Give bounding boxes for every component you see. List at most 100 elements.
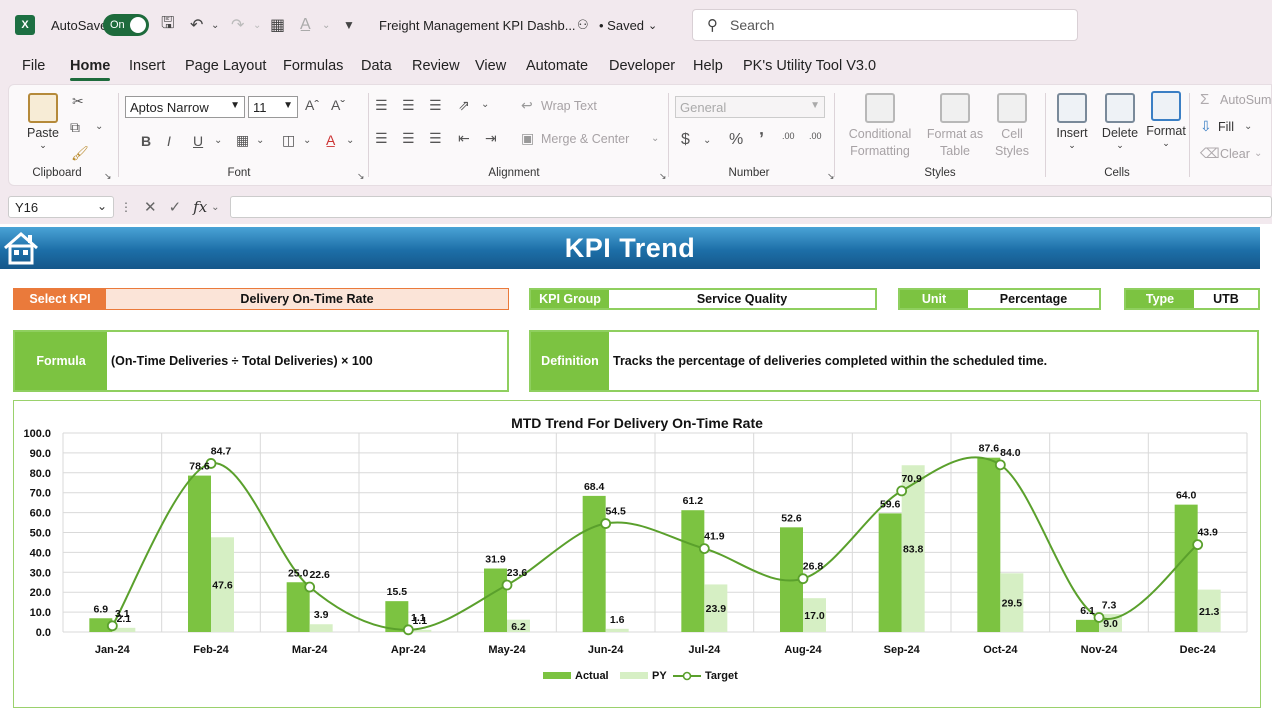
- borders-dropdown-icon[interactable]: ⌄: [256, 135, 265, 146]
- insert-cells-button[interactable]: Insert ⌄: [1050, 93, 1094, 151]
- cut-icon[interactable]: ✂: [72, 93, 84, 109]
- clear-button[interactable]: Clear: [1220, 147, 1250, 161]
- document-title[interactable]: Freight Management KPI Dashb...: [379, 17, 576, 33]
- align-left-icon[interactable]: ☰: [375, 130, 388, 146]
- orientation-icon[interactable]: ⇗: [458, 97, 470, 113]
- decrease-decimal-button[interactable]: .00: [809, 131, 822, 141]
- separator: [1189, 93, 1190, 177]
- copy-dropdown-icon[interactable]: ⌄: [95, 121, 104, 132]
- align-middle-icon[interactable]: ☰: [402, 97, 415, 113]
- autosum-icon[interactable]: Σ: [1200, 91, 1210, 108]
- insert-function-button[interactable]: fx: [193, 198, 208, 216]
- align-center-icon[interactable]: ☰: [402, 130, 415, 146]
- fill-dropdown-icon[interactable]: ⌄: [1244, 121, 1253, 132]
- merge-center-button[interactable]: Merge & Center: [541, 132, 630, 146]
- tab-file[interactable]: File: [22, 58, 46, 74]
- fill-color-dropdown-icon[interactable]: ⌄: [303, 135, 312, 146]
- fill-icon[interactable]: ⇩: [1200, 118, 1212, 134]
- underline-button[interactable]: U: [193, 133, 204, 149]
- autosave-toggle[interactable]: On: [103, 14, 149, 36]
- saved-dropdown-icon[interactable]: ⌄: [648, 19, 658, 32]
- font-color-dropdown-icon[interactable]: ⌄: [322, 19, 331, 31]
- comma-button[interactable]: ʼ: [759, 129, 765, 149]
- fill-color-icon[interactable]: ◫: [282, 132, 296, 148]
- paste-button[interactable]: Paste ⌄: [23, 93, 63, 151]
- font-size-select[interactable]: 11 ▼: [248, 96, 298, 118]
- clear-dropdown-icon[interactable]: ⌄: [1254, 148, 1263, 159]
- conditional-formatting-button[interactable]: Conditional Formatting: [843, 93, 917, 160]
- borders-icon[interactable]: ▦: [236, 132, 250, 148]
- increase-indent-icon[interactable]: ⇥: [485, 130, 497, 146]
- undo-dropdown-icon[interactable]: ⌄: [211, 19, 220, 31]
- bold-button[interactable]: B: [141, 133, 152, 149]
- currency-button[interactable]: $: [681, 131, 690, 148]
- align-bottom-icon[interactable]: ☰: [429, 97, 442, 113]
- save-icon[interactable]: 🖫: [161, 14, 175, 32]
- format-painter-icon[interactable]: 🖌: [71, 145, 89, 161]
- redo-icon[interactable]: ↷: [231, 17, 245, 34]
- font-launcher-icon[interactable]: ↘: [357, 171, 365, 181]
- trend-chart[interactable]: MTD Trend For Delivery On-Time Rate 0.0 1…: [13, 400, 1261, 708]
- italic-button[interactable]: I: [167, 133, 171, 149]
- delete-cells-button[interactable]: Delete ⌄: [1098, 93, 1142, 151]
- tab-insert[interactable]: Insert: [129, 58, 166, 74]
- number-launcher-icon[interactable]: ↘: [827, 171, 835, 181]
- chevron-down-icon[interactable]: ⌄: [211, 201, 220, 213]
- font-color-icon[interactable]: A̲: [300, 16, 311, 33]
- formula-input[interactable]: [230, 196, 1272, 218]
- orientation-dropdown-icon[interactable]: ⌄: [481, 99, 490, 110]
- alignment-launcher-icon[interactable]: ↘: [659, 171, 667, 181]
- cancel-icon[interactable]: ✕: [144, 199, 157, 216]
- autosum-button[interactable]: AutoSum: [1220, 93, 1272, 107]
- tab-data[interactable]: Data: [361, 58, 392, 74]
- name-box[interactable]: Y16 ⌄: [8, 196, 114, 218]
- borders-icon[interactable]: ▦: [270, 17, 286, 34]
- definition-label: Definition: [531, 332, 609, 390]
- tab-pk-utility[interactable]: PK's Utility Tool V3.0: [743, 58, 877, 74]
- number-format-select[interactable]: General ▼: [675, 96, 825, 118]
- tab-automate[interactable]: Automate: [526, 58, 589, 74]
- tab-page-layout[interactable]: Page Layout: [185, 58, 267, 74]
- merge-icon[interactable]: ▣: [521, 130, 535, 146]
- align-right-icon[interactable]: ☰: [429, 130, 442, 146]
- tab-formulas[interactable]: Formulas: [283, 58, 344, 74]
- clipboard-launcher-icon[interactable]: ↘: [104, 171, 112, 181]
- increase-decimal-button[interactable]: .00: [782, 131, 795, 141]
- home-icon[interactable]: [3, 230, 39, 266]
- tab-home[interactable]: Home: [70, 58, 111, 81]
- tab-review[interactable]: Review: [412, 58, 460, 74]
- fill-button[interactable]: Fill: [1218, 120, 1234, 134]
- font-color-dropdown-icon[interactable]: ⌄: [346, 135, 355, 146]
- wrap-text-button[interactable]: Wrap Text: [541, 99, 597, 113]
- tab-developer[interactable]: Developer: [609, 58, 676, 74]
- merge-dropdown-icon[interactable]: ⌄: [651, 133, 660, 144]
- undo-icon[interactable]: ↶: [190, 17, 204, 34]
- enter-icon[interactable]: ✓: [168, 199, 182, 216]
- cell-styles-button[interactable]: Cell Styles: [987, 93, 1037, 160]
- align-top-icon[interactable]: ☰: [375, 97, 388, 113]
- customize-toolbar-icon[interactable]: ▼: [343, 18, 355, 32]
- format-as-table-button[interactable]: Format as Table: [925, 93, 985, 160]
- decrease-font-icon[interactable]: Aˇ: [331, 97, 345, 113]
- decrease-indent-icon[interactable]: ⇤: [458, 130, 470, 146]
- redo-dropdown-icon[interactable]: ⌄: [253, 19, 262, 31]
- underline-dropdown-icon[interactable]: ⌄: [214, 135, 223, 146]
- more-icon[interactable]: ⋮: [120, 200, 132, 214]
- share-icon[interactable]: ⚇: [577, 17, 589, 32]
- select-kpi-dropdown[interactable]: Delivery On-Time Rate: [106, 289, 508, 309]
- copy-icon[interactable]: ⧉: [70, 119, 80, 135]
- format-cells-label: Format: [1146, 124, 1186, 138]
- target-point: [501, 579, 513, 591]
- tab-view[interactable]: View: [475, 58, 507, 74]
- tab-help[interactable]: Help: [693, 58, 723, 74]
- increase-font-icon[interactable]: Aˆ: [305, 97, 319, 113]
- search-input[interactable]: ⚲ Search: [692, 9, 1078, 41]
- font-color-icon[interactable]: A̲: [326, 132, 336, 148]
- format-cells-button[interactable]: Format ⌄: [1144, 91, 1188, 149]
- saved-status[interactable]: • Saved: [599, 17, 645, 33]
- currency-dropdown-icon[interactable]: ⌄: [703, 135, 712, 146]
- wrap-text-icon[interactable]: ↩: [521, 97, 533, 113]
- percent-button[interactable]: %: [729, 131, 744, 148]
- font-family-select[interactable]: Aptos Narrow ▼: [125, 96, 245, 118]
- eraser-icon[interactable]: ⌫: [1200, 145, 1220, 161]
